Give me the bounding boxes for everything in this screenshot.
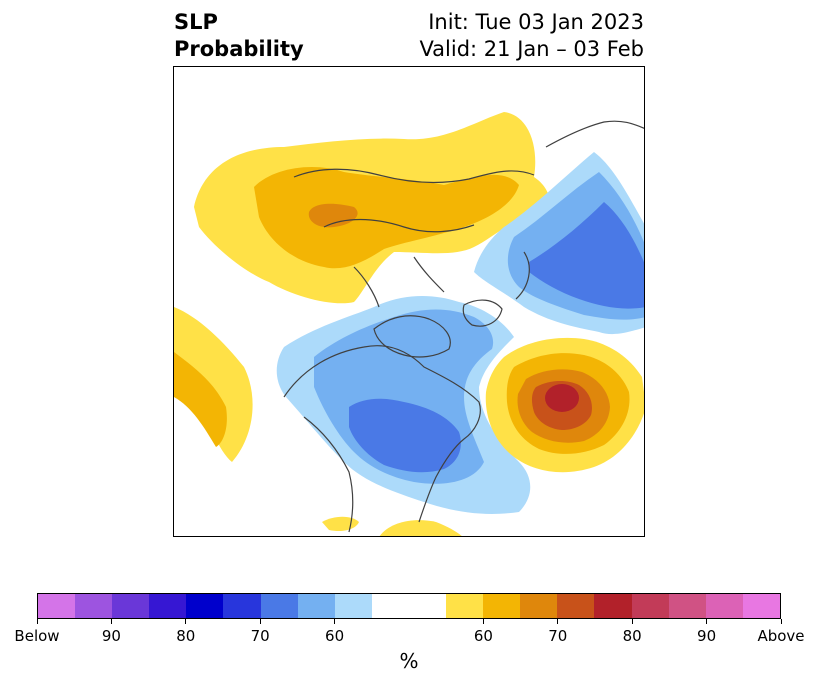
colorbar-tick-mark [482,619,484,624]
colorbar-tick-mark [110,619,112,624]
colorbar-tick-mark [334,619,336,624]
colorbar-tick-label: Above [757,627,805,645]
colorbar-swatch-6 [260,594,298,618]
colorbar-swatch-8 [334,594,372,618]
region-pacific-yellow [174,307,253,462]
colorbar-tick-mark [259,619,261,624]
title-variable: SLP [174,10,218,34]
region-caribbean-yellow [379,520,462,536]
colorbar-swatch-5 [223,594,261,618]
colorbar-tick-label: 90 [697,627,717,645]
valid-range: Valid: 21 Jan – 03 Feb [419,37,644,61]
colorbar-tick-label: 80 [176,627,196,645]
colorbar-swatch-11 [446,594,484,618]
probability-map [173,66,645,537]
colorbar-tick-mark [631,619,633,624]
init-date: Init: Tue 03 Jan 2023 [428,10,644,34]
colorbar-swatch-15 [594,594,632,618]
colorbar-tick-mark [706,619,708,624]
map-dates: Init: Tue 03 Jan 2023 Valid: 21 Jan – 03… [419,9,644,63]
map-title: SLP Probability [174,9,304,63]
colorbar-tick-label: 70 [548,627,568,645]
colorbar [37,593,781,619]
colorbar-swatch-4 [186,594,224,618]
colorbar-tick-label: 80 [622,627,642,645]
colorbar-swatch-2 [112,594,150,618]
map-canvas [174,112,644,536]
colorbar-unit-label: % [399,649,419,673]
coastlines [283,120,644,533]
colorbar-swatch-14 [557,594,595,618]
colorbar-swatch-19 [742,594,780,618]
colorbar-tick-label: 70 [250,627,270,645]
colorbar-swatch-1 [75,594,113,618]
colorbar-tick-mark [780,619,782,624]
colorbar-swatch-9 [371,594,409,618]
colorbar-tick-mark [185,619,187,624]
colorbar-swatch-13 [520,594,558,618]
colorbar-tick-label: Below [14,627,60,645]
colorbar-swatch-16 [631,594,669,618]
colorbar-swatch-18 [705,594,743,618]
colorbar-swatch-0 [38,594,76,618]
colorbar-tick-label: 60 [473,627,493,645]
region-namerica-midblue [349,398,461,473]
region-eurasia-orange [308,203,358,228]
colorbar-tick-mark [36,619,38,624]
region-mexico-yellow [322,516,359,532]
colorbar-tick-label: 60 [325,627,345,645]
colorbar-swatch-12 [483,594,521,618]
region-eurasia-gold [254,167,519,269]
region-atlantic-red [545,384,579,412]
colorbar-tick-mark [557,619,559,624]
colorbar-tick-label: 90 [101,627,121,645]
colorbar-swatch-3 [149,594,187,618]
colorbar-swatch-17 [668,594,706,618]
colorbar-swatch-7 [297,594,335,618]
region-pacific-gold [174,352,227,447]
region-siberia-midblue [529,202,644,309]
colorbar-swatch-10 [408,594,447,618]
title-field: Probability [174,37,304,61]
